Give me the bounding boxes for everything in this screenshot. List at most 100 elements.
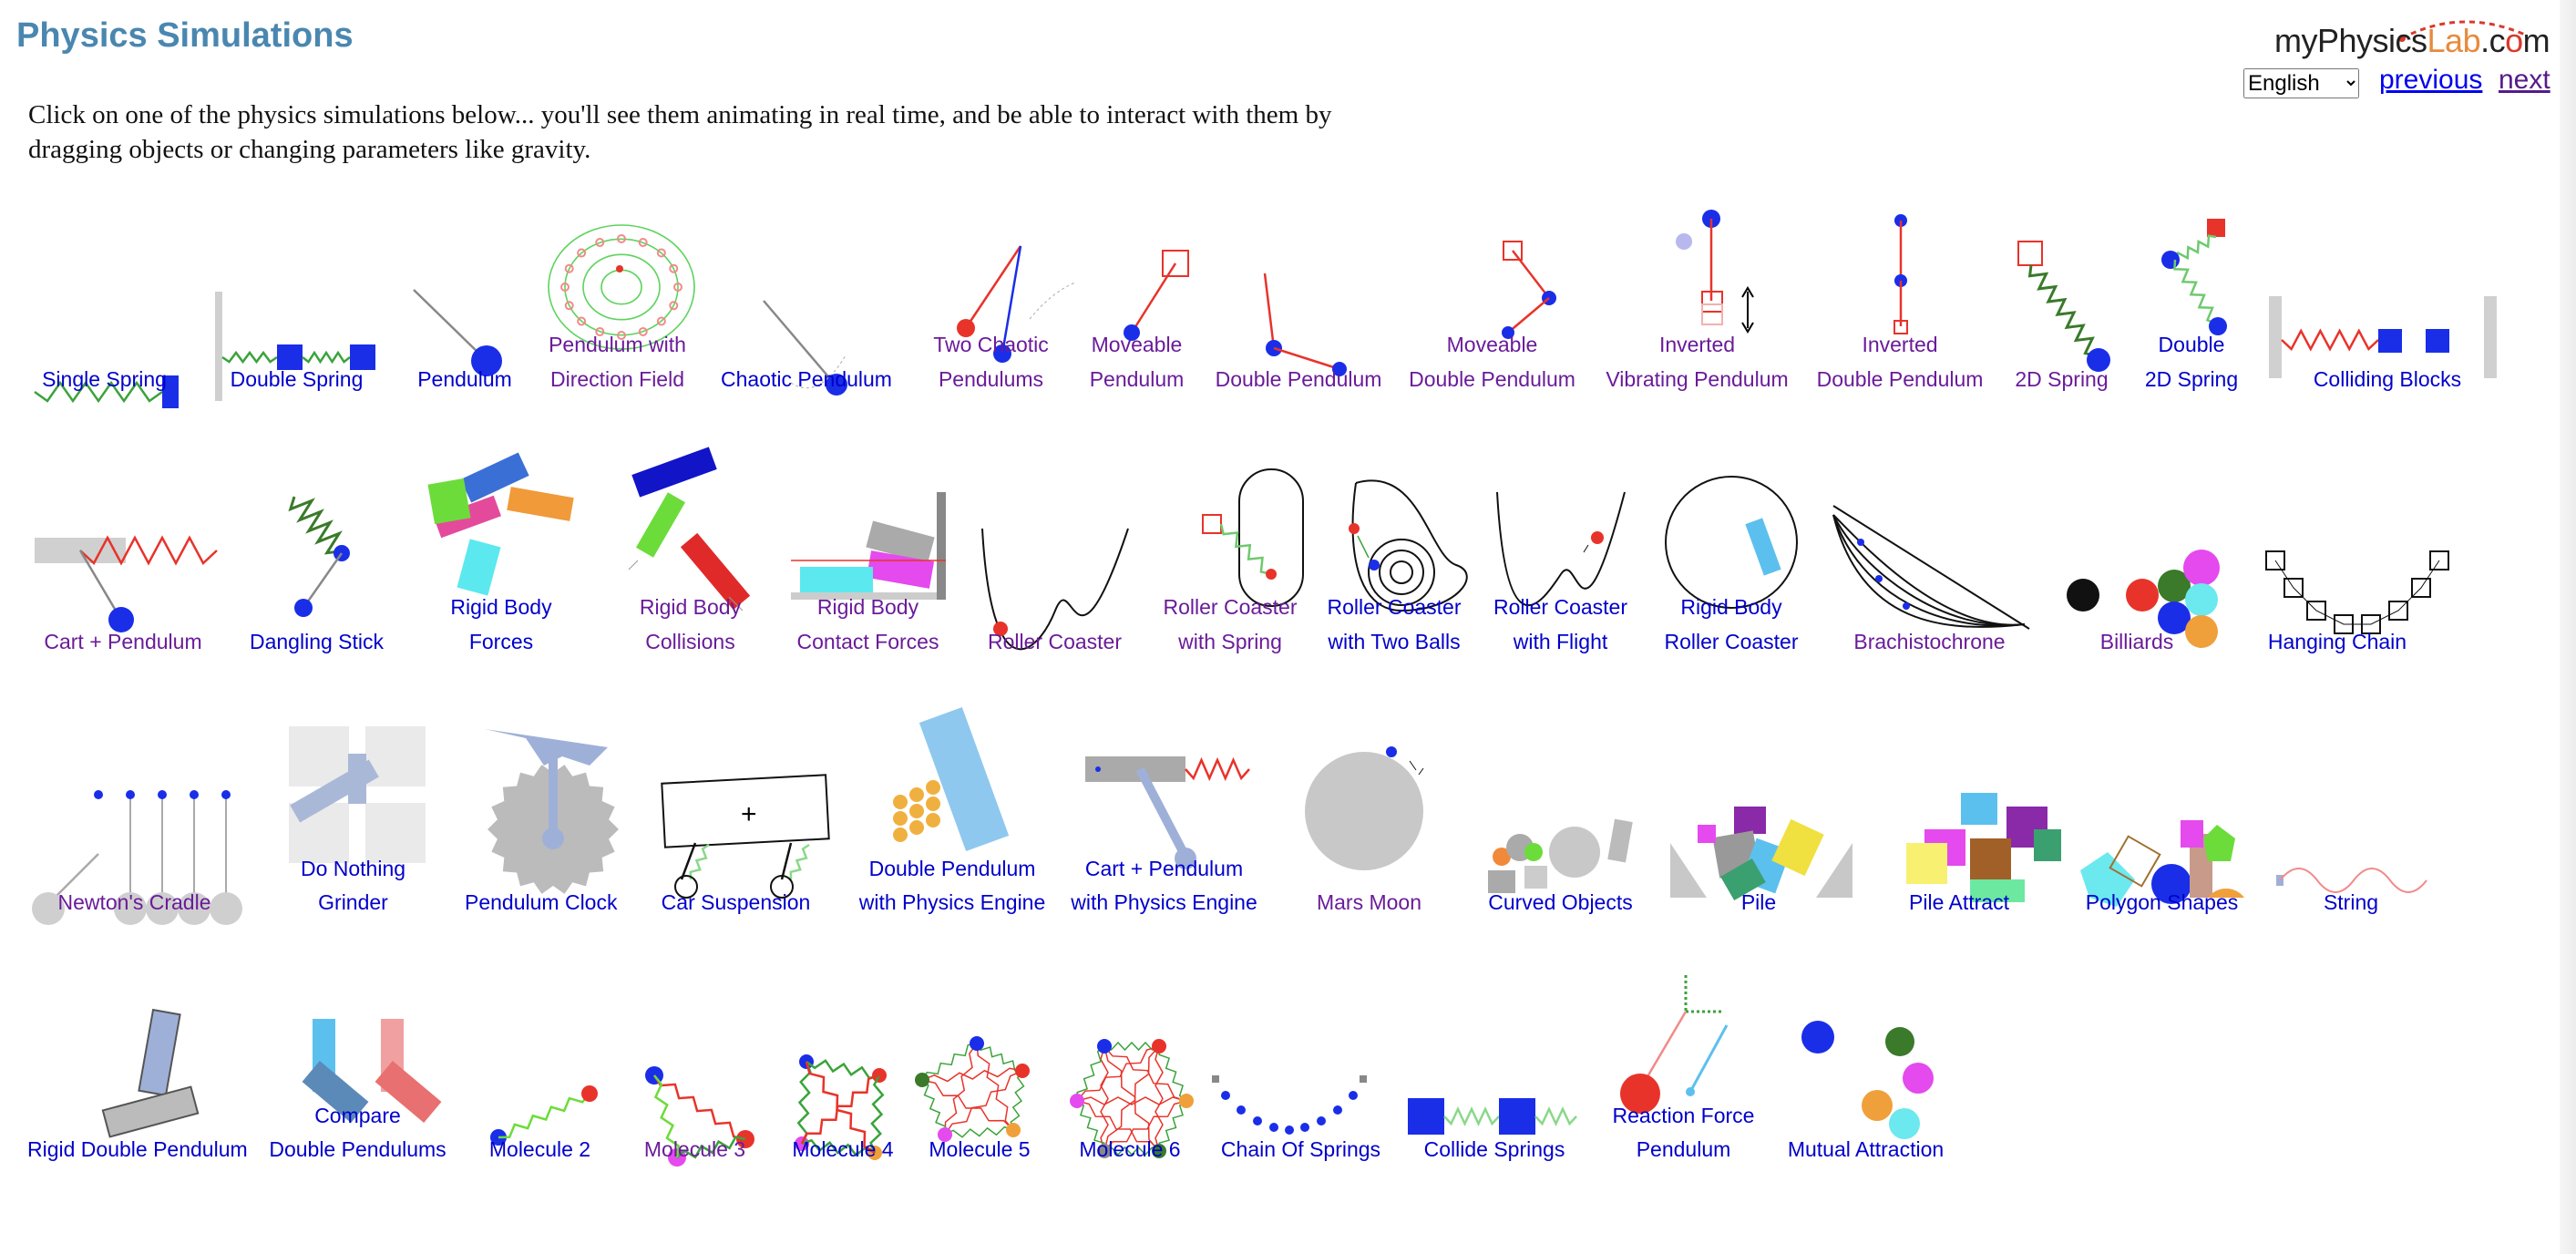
sim-link-double-2d-spring[interactable]: Double 2D Spring xyxy=(2132,215,2251,419)
sim-label-line1[interactable]: Cart + Pendulum xyxy=(1084,857,1244,880)
sim-label-line1[interactable]: Roller Coaster xyxy=(1327,595,1462,619)
sim-label[interactable]: Double Pendulum xyxy=(1215,367,1382,391)
sim-label-line1[interactable]: Reaction Force xyxy=(1612,1104,1755,1127)
sim-label[interactable]: Vibrating Pendulum xyxy=(1606,367,1789,391)
sim-link-pendulum-clock[interactable]: Pendulum Clock xyxy=(465,725,619,942)
sim-label[interactable]: Molecule 6 xyxy=(1079,1137,1181,1161)
sim-label[interactable]: Collide Springs xyxy=(1423,1137,1565,1161)
sim-label[interactable]: Forces xyxy=(468,630,534,653)
sim-label[interactable]: Car Suspension xyxy=(661,890,811,914)
sim-link-molecule-6[interactable]: Molecule 6 xyxy=(1062,1039,1198,1189)
sim-link-roller-coaster-with-flight[interactable]: Roller Coaster with Flight xyxy=(1485,488,1636,682)
sim-label[interactable]: with Flight xyxy=(1513,630,1608,653)
sim-link-moveable-pendulum[interactable]: Moveable Pendulum xyxy=(1075,247,1198,419)
sim-label[interactable]: Double Pendulum xyxy=(1816,367,1984,391)
sim-label-line1[interactable]: Two Chaotic xyxy=(933,333,1049,356)
sim-label[interactable]: Roller Coaster xyxy=(988,630,1122,653)
sim-label[interactable]: Cart + Pendulum xyxy=(44,630,202,653)
sim-label-line1[interactable]: Roller Coaster xyxy=(1163,595,1298,619)
sim-label-line1[interactable]: Do Nothing xyxy=(300,857,406,880)
previous-link[interactable]: previous xyxy=(2379,65,2483,95)
sim-label[interactable]: Chain Of Springs xyxy=(1220,1137,1381,1161)
sim-label[interactable]: 2D Spring xyxy=(2015,367,2109,391)
sim-link-string[interactable]: String xyxy=(2251,853,2451,942)
sim-link-rigid-body-forces[interactable]: Rigid Body Forces xyxy=(410,452,592,682)
sim-label-line1[interactable]: Moveable xyxy=(1446,333,1538,356)
sim-link-colliding-blocks[interactable]: Colliding Blocks xyxy=(2251,293,2524,419)
sim-label[interactable]: 2D Spring xyxy=(2144,367,2239,391)
sim-link-mars-moon[interactable]: Mars Moon xyxy=(1305,746,1426,942)
sim-label[interactable]: Mutual Attraction xyxy=(1787,1137,1945,1161)
sim-link-roller-coaster-with-spring[interactable]: Roller Coaster with Spring xyxy=(1153,466,1308,682)
sim-link-double-pendulum[interactable]: Double Pendulum xyxy=(1203,270,1394,419)
sim-label-line1[interactable]: Rigid Body xyxy=(1680,595,1782,619)
sim-label[interactable]: Roller Coaster xyxy=(1664,630,1799,653)
sim-label[interactable]: with Physics Engine xyxy=(1071,890,1257,914)
sim-link-molecule-4[interactable]: Molecule 4 xyxy=(775,1054,911,1189)
sim-label[interactable]: Curved Objects xyxy=(1488,890,1633,914)
next-link[interactable]: next xyxy=(2499,65,2550,95)
sim-link-pile[interactable]: Pile xyxy=(1668,803,1852,942)
sim-label-line1[interactable]: Compare xyxy=(314,1104,401,1127)
sim-label[interactable]: Pendulum xyxy=(1089,367,1185,391)
sim-link-double-spring[interactable]: Double Spring xyxy=(199,288,395,419)
sim-link-rigid-body-collisions[interactable]: Rigid Body Collisions xyxy=(611,447,770,682)
sim-link-newton-s-cradle[interactable]: Newton's Cradle xyxy=(27,790,242,942)
sim-label[interactable]: Brachistochrone xyxy=(1853,630,2006,653)
sim-label-line1[interactable]: Roller Coaster xyxy=(1493,595,1627,619)
sim-label[interactable]: Newton's Cradle xyxy=(57,890,211,914)
sim-label[interactable]: Chaotic Pendulum xyxy=(721,367,892,391)
sim-link-pendulum-with-direction-field[interactable]: Pendulum with Direction Field xyxy=(533,211,702,419)
page-scrollbar[interactable] xyxy=(2560,0,2576,1254)
sim-link-rigid-double-pendulum[interactable]: Rigid Double Pendulum xyxy=(27,1008,248,1189)
sim-label-line1[interactable]: Rigid Body xyxy=(639,595,742,619)
sim-link-rigid-body-contact-forces[interactable]: Rigid Body Contact Forces xyxy=(779,488,957,682)
sim-label[interactable]: Pendulum Clock xyxy=(465,890,618,914)
sim-label[interactable]: Molecule 3 xyxy=(643,1137,746,1161)
sim-link-molecule-5[interactable]: Molecule 5 xyxy=(911,1036,1048,1189)
sim-link-brachistochrone[interactable]: Brachistochrone xyxy=(1822,502,2037,682)
sim-link-reaction-force-pendulum[interactable]: Reaction Force Pendulum xyxy=(1604,971,1763,1189)
sim-label-line1[interactable]: Rigid Body xyxy=(816,595,919,619)
sim-label-line1[interactable]: Inverted xyxy=(1658,333,1736,356)
sim-label[interactable]: Molecule 4 xyxy=(792,1137,894,1161)
sim-label[interactable]: Pile xyxy=(1740,890,1777,914)
sim-link-inverted-double-pendulum[interactable]: Inverted Double Pendulum xyxy=(1809,214,1991,419)
sim-label[interactable]: Polygon Shapes xyxy=(2085,890,2239,914)
sim-link-molecule-2[interactable]: Molecule 2 xyxy=(478,1072,601,1189)
sim-label[interactable]: Contact Forces xyxy=(796,630,939,653)
sim-link-dangling-stick[interactable]: Dangling Stick xyxy=(232,493,401,682)
sim-label[interactable]: Dangling Stick xyxy=(249,630,385,653)
sim-link-pile-attract[interactable]: Pile Attract xyxy=(1868,789,2061,942)
sim-link-billiards[interactable]: Billiards xyxy=(2046,541,2228,682)
sim-label[interactable]: Molecule 2 xyxy=(488,1137,591,1161)
sim-link-moveable-double-pendulum[interactable]: Moveable Double Pendulum xyxy=(1399,238,1586,419)
sim-link-molecule-3[interactable]: Molecule 3 xyxy=(629,1063,761,1189)
sim-label-line1[interactable]: Double Pendulum xyxy=(868,857,1036,880)
sim-label[interactable]: Double Pendulum xyxy=(1409,367,1575,391)
sim-link-polygon-shapes[interactable]: Polygon Shapes xyxy=(2064,812,2260,942)
sim-link-collide-springs[interactable]: Collide Springs xyxy=(1399,1090,1590,1189)
sim-link-chain-of-springs[interactable]: Chain Of Springs xyxy=(1207,1072,1394,1189)
sim-label[interactable]: Molecule 5 xyxy=(929,1137,1031,1161)
sim-link-curved-objects[interactable]: Curved Objects xyxy=(1476,803,1645,942)
sim-label[interactable]: String xyxy=(2323,890,2379,914)
sim-link-compare-double-pendulums[interactable]: Compare Double Pendulums xyxy=(260,1015,456,1189)
sim-link-hanging-chain[interactable]: Hanging Chain xyxy=(2242,548,2449,682)
sim-label-line1[interactable]: Moveable xyxy=(1091,333,1183,356)
sim-link-cart-pendulum[interactable]: Cart + Pendulum xyxy=(27,534,219,682)
sim-link-do-nothing-grinder[interactable]: Do Nothing Grinder xyxy=(264,723,442,942)
sim-link-roller-coaster-with-two-balls[interactable]: Roller Coaster with Two Balls xyxy=(1317,470,1472,682)
sim-label-line1[interactable]: Inverted xyxy=(1862,333,1938,356)
sim-label[interactable]: Pile Attract xyxy=(1909,890,2009,914)
sim-label[interactable]: with Spring xyxy=(1178,630,1282,653)
sim-link-cart-pendulum-with-physics-engine[interactable]: Cart + Pendulum with Physics Engine xyxy=(1066,753,1262,942)
sim-label[interactable]: Hanging Chain xyxy=(2267,630,2407,653)
sim-link-rigid-body-roller-coaster[interactable]: Rigid Body Roller Coaster xyxy=(1649,475,1813,682)
sim-label-line1[interactable]: Rigid Body xyxy=(450,595,552,619)
sim-label[interactable]: Pendulum xyxy=(417,367,512,391)
sim-label[interactable]: Double Spring xyxy=(230,367,364,391)
sim-label[interactable]: Pendulums xyxy=(938,367,1044,391)
sim-link-roller-coaster[interactable]: Roller Coaster xyxy=(966,525,1144,682)
sim-link-single-spring[interactable]: Single Spring xyxy=(20,315,189,419)
